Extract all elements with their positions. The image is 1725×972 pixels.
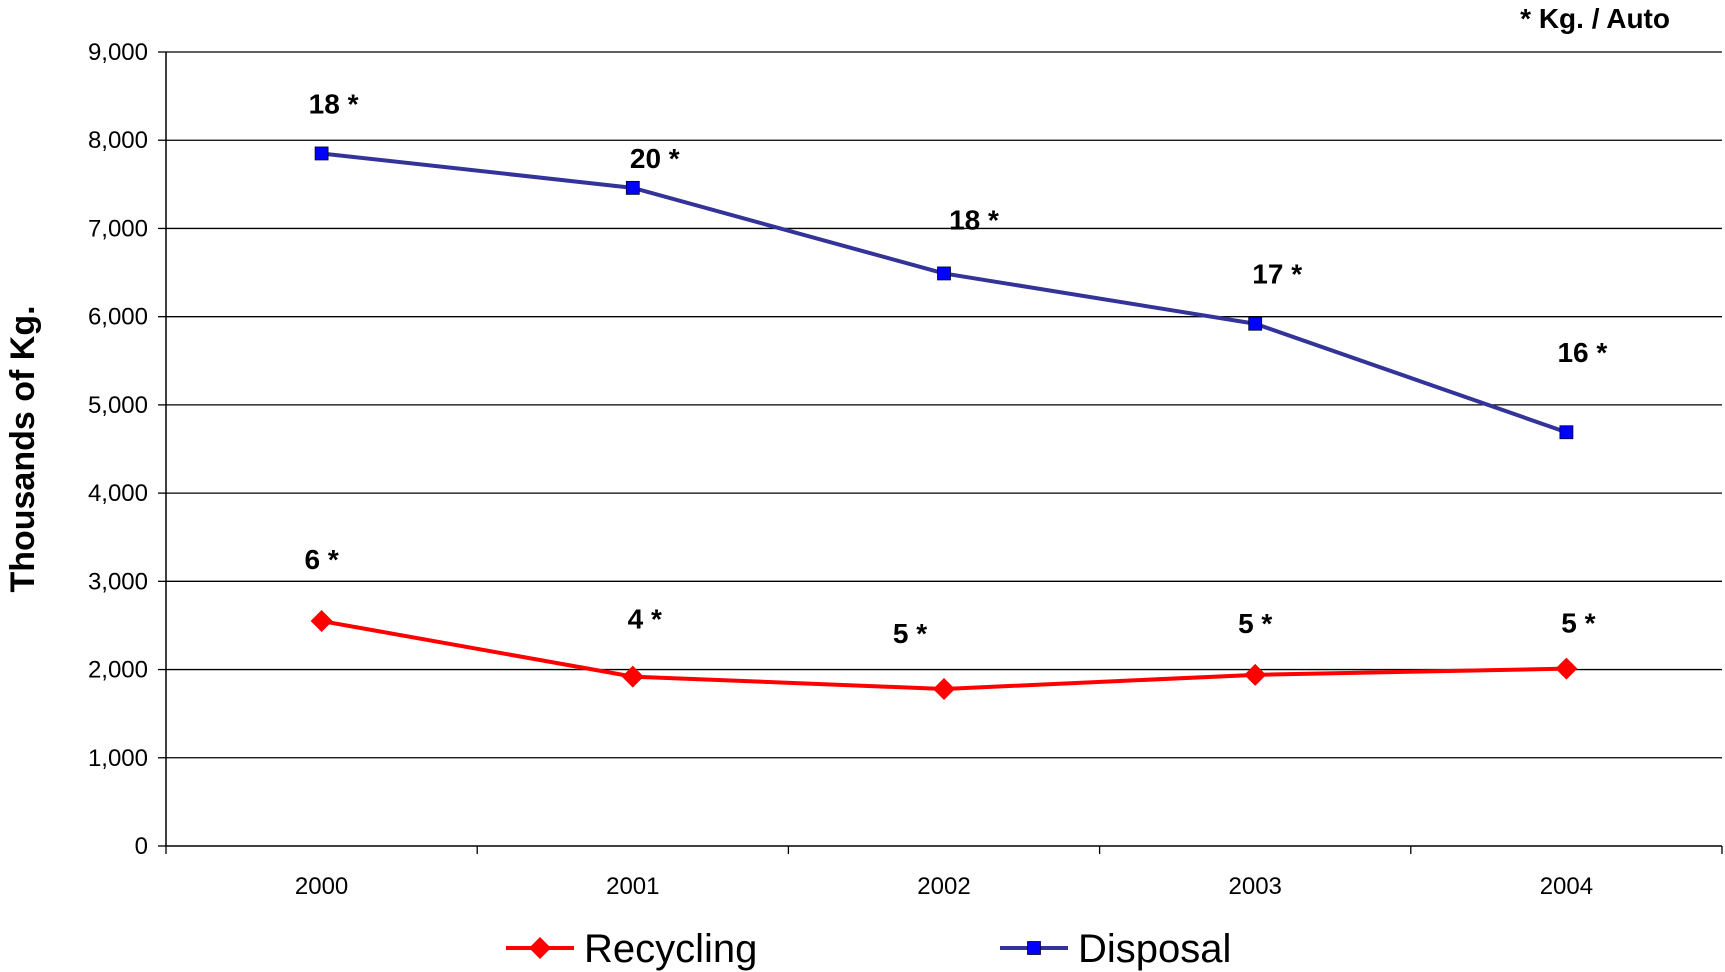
recycling-data-label: 4 * — [628, 604, 662, 635]
y-tick-label: 8,000 — [88, 127, 148, 154]
y-tick-label: 9,000 — [88, 39, 148, 66]
recycling-point — [933, 677, 955, 700]
x-tick-label: 2002 — [917, 873, 970, 900]
disposal-data-label: 17 * — [1252, 259, 1302, 290]
recycling-data-label: 5 * — [893, 618, 927, 649]
y-tick-label: 5,000 — [88, 392, 148, 419]
disposal-point — [1559, 425, 1574, 440]
x-tick-label: 2001 — [606, 873, 659, 900]
recycling-point — [1244, 663, 1267, 686]
x-axis-ticks: 2000 2001 2002 2003 2004 — [165, 846, 1723, 900]
disposal-data-label: 16 * — [1557, 337, 1607, 368]
disposal-data-label: 18 * — [309, 88, 359, 119]
legend-recycling-marker — [529, 937, 551, 959]
legend-recycling-label: Recycling — [584, 927, 757, 971]
series-group: 6 * 4 * 5 * 5 * 5 * 18 * 20 * 18 * 17 * 16 * — [304, 88, 1607, 700]
unit-note: * Kg. / Auto — [1520, 3, 1670, 34]
x-tick-label: 2000 — [295, 873, 348, 900]
legend-disposal-label: Disposal — [1078, 927, 1231, 971]
x-tick-label: 2004 — [1540, 873, 1593, 900]
recycling-data-label: 5 * — [1561, 608, 1595, 639]
y-tick-label: 3,000 — [88, 568, 148, 595]
legend: Recycling Disposal — [506, 927, 1231, 971]
recycling-data-label: 6 * — [304, 544, 338, 575]
disposal-data-label: 20 * — [630, 143, 680, 174]
axes — [165, 52, 1722, 847]
disposal-data-label: 18 * — [949, 204, 999, 235]
y-tick-label: 4,000 — [88, 480, 148, 507]
recycling-point — [1555, 657, 1578, 680]
y-tick-label: 7,000 — [88, 215, 148, 242]
recycling-point — [310, 610, 333, 633]
recycling-data-label: 5 * — [1238, 608, 1272, 639]
y-axis-label: Thousands of Kg. — [4, 305, 42, 592]
gridlines — [166, 51, 1722, 759]
y-axis-ticks: 0 1,000 2,000 3,000 4,000 5,000 6,000 7,000 8,00… — [88, 39, 166, 860]
recycling-point — [621, 665, 644, 688]
disposal-point — [937, 266, 951, 281]
disposal-line — [321, 151, 1568, 435]
x-tick-label: 2003 — [1229, 873, 1282, 900]
y-tick-label: 0 — [135, 833, 148, 860]
disposal-point — [625, 180, 640, 195]
y-tick-label: 1,000 — [88, 745, 148, 772]
y-tick-label: 6,000 — [88, 304, 148, 331]
disposal-point — [314, 146, 329, 161]
y-tick-label: 2,000 — [88, 657, 148, 684]
legend-disposal-marker — [1027, 941, 1041, 955]
disposal-point — [1248, 316, 1263, 331]
